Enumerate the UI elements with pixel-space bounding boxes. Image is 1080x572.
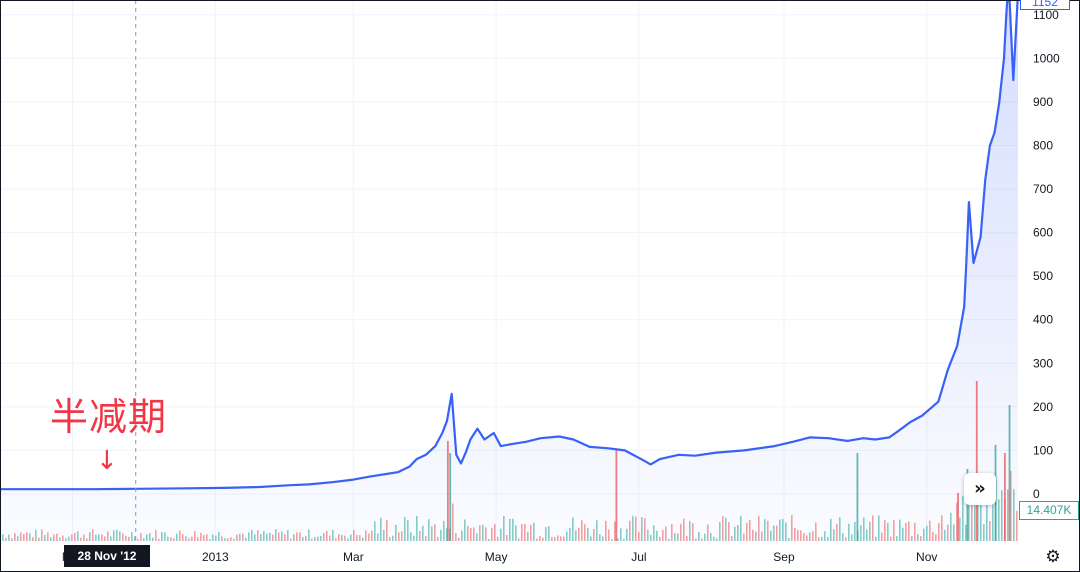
y-tick-label: 100 — [1033, 443, 1053, 457]
y-tick-label: 1000 — [1033, 51, 1060, 65]
x-tick-label: Sep — [773, 550, 795, 564]
y-tick-label: 200 — [1033, 400, 1053, 414]
y-tick-label: 1100 — [1033, 8, 1059, 22]
y-tick-label: 900 — [1033, 95, 1053, 109]
y-tick-label: 800 — [1033, 138, 1053, 152]
last-price-badge: 1152 — [1020, 0, 1070, 10]
settings-gear-icon[interactable]: ⚙ — [1045, 547, 1061, 567]
price-axis[interactable]: 0 100 200 300 400 500 600 700 800 900 1000 1100 — [1033, 8, 1060, 501]
arrow-down-icon: ↓ — [96, 446, 118, 476]
scroll-to-realtime-button[interactable]: » — [964, 473, 996, 505]
y-tick-label: 700 — [1033, 182, 1053, 196]
halving-annotation: 半减期 — [50, 395, 168, 439]
price-line — [0, 0, 1019, 491]
price-series-line — [0, 0, 1019, 491]
y-tick-label: 500 — [1033, 269, 1053, 283]
volume-value-badge: 14.407K — [1019, 501, 1079, 520]
time-axis[interactable]: Nov2013MarMayJulSepNov — [62, 550, 938, 564]
price-area — [0, 0, 1018, 541]
y-tick-label: 0 — [1033, 487, 1040, 501]
y-tick-label: 300 — [1033, 356, 1053, 370]
x-tick-label: Mar — [343, 550, 364, 564]
x-tick-label: Jul — [631, 550, 646, 564]
crosshair-date-label: 28 Nov '12 — [64, 545, 150, 567]
x-tick-label: 2013 — [202, 550, 229, 564]
area-fill — [0, 0, 1018, 541]
x-tick-label: Nov — [916, 550, 937, 564]
y-tick-label: 400 — [1033, 313, 1053, 327]
x-tick-label: May — [485, 550, 508, 564]
y-tick-label: 600 — [1033, 226, 1053, 240]
